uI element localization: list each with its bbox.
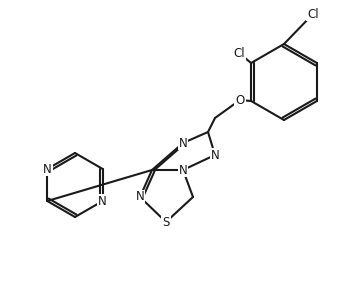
Text: N: N — [179, 137, 187, 149]
Text: Cl: Cl — [307, 7, 319, 20]
Text: N: N — [211, 149, 219, 162]
Text: S: S — [162, 216, 170, 229]
Text: N: N — [98, 195, 107, 208]
Text: Cl: Cl — [233, 47, 245, 60]
Text: N: N — [179, 164, 187, 176]
Text: O: O — [235, 93, 245, 106]
Text: N: N — [136, 191, 144, 204]
Text: N: N — [43, 162, 52, 176]
